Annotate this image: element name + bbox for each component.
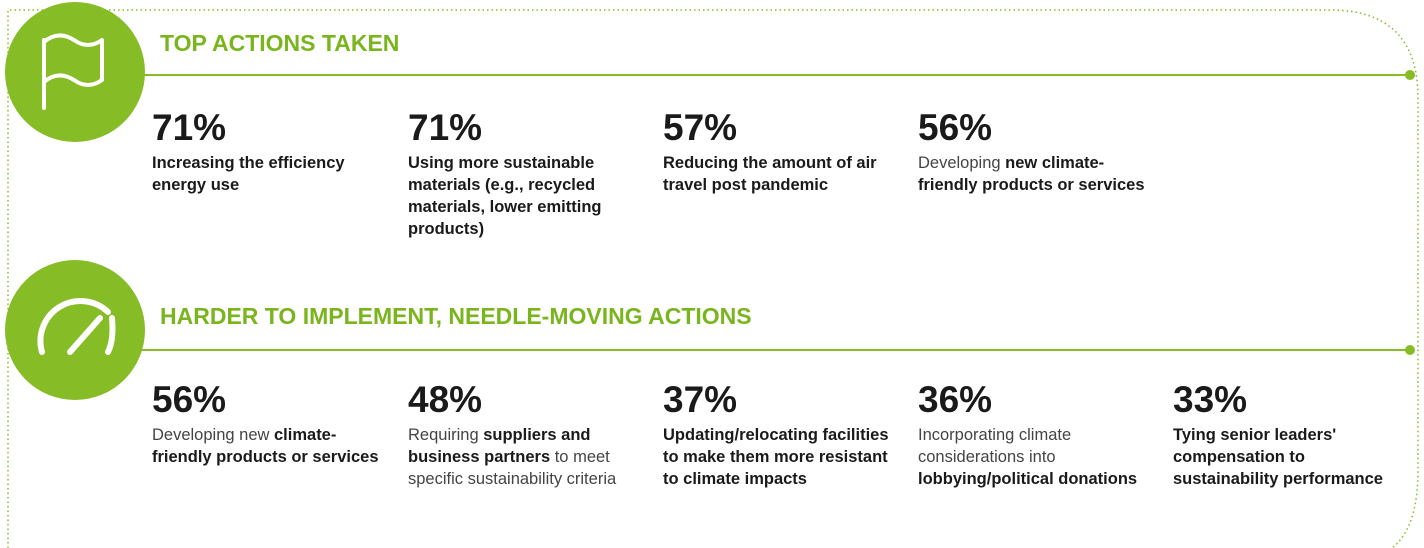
gauge-icon-circle [5, 260, 145, 400]
stat-description: Developing new climate-friendly products… [918, 152, 1154, 196]
description-part: Increasing the efficiency energy use [152, 154, 345, 194]
stat-item: 56% Developing new climate-friendly produ… [918, 108, 1154, 196]
stat-description: Tying senior leaders' compensation to su… [1173, 424, 1409, 490]
stat-value: 56% [152, 379, 227, 420]
section-title: TOP ACTIONS TAKEN [160, 30, 400, 56]
flag-icon [42, 33, 104, 110]
description-part: suppliers and business partners [408, 426, 591, 466]
stat-value: 48% [408, 379, 483, 420]
gauge-icon [37, 298, 116, 355]
description-part: to meet specific sustainability criteria [408, 448, 617, 488]
stat-item: 48% Requiring suppliers and business part… [408, 380, 644, 490]
stat-value: 57% [663, 107, 738, 148]
stat-item: 33% Tying senior leaders' compensation to… [1173, 380, 1409, 490]
description-part: Incorporating climate considerations int… [918, 426, 1072, 466]
description-part: Reducing the amount of air travel post p… [663, 154, 877, 194]
description-part: climate-friendly products or services [152, 426, 379, 466]
stat-item: 71% Using more sustainable materials (e.g… [408, 108, 644, 240]
description-part: Developing new [152, 426, 274, 444]
stat-description: Reducing the amount of air travel post p… [663, 152, 899, 196]
stat-description: Developing new climate-friendly products… [152, 424, 388, 468]
description-part: Tying senior leaders' compensation to su… [1173, 426, 1383, 488]
stat-value: 37% [663, 379, 738, 420]
divider-dot [1405, 345, 1415, 355]
stat-item: 57% Reducing the amount of air travel pos… [663, 108, 899, 196]
description-part: Updating/relocating facilities to make t… [663, 426, 889, 488]
stat-description: Increasing the efficiency energy use [152, 152, 388, 196]
section-title: HARDER TO IMPLEMENT, NEEDLE-MOVING ACTIO… [160, 303, 752, 329]
stat-value: 33% [1173, 379, 1248, 420]
stat-value: 71% [152, 107, 227, 148]
description-part: Requiring [408, 426, 484, 444]
stat-value: 71% [408, 107, 483, 148]
description-part: new climate-friendly products or service… [918, 154, 1145, 194]
stat-description: Using more sustainable materials (e.g., … [408, 152, 644, 240]
stat-description: Incorporating climate considerations int… [918, 424, 1154, 490]
stat-item: 56% Developing new climate-friendly produ… [152, 380, 388, 468]
stat-value: 56% [918, 107, 993, 148]
stat-description: Requiring suppliers and business partner… [408, 424, 644, 490]
stat-item: 71% Increasing the efficiency energy use [152, 108, 388, 196]
flag-icon-circle [5, 2, 145, 142]
dotted-frame [7, 9, 1419, 548]
stat-value: 36% [918, 379, 993, 420]
description-part: Using more sustainable materials (e.g., … [408, 154, 602, 238]
stat-description: Updating/relocating facilities to make t… [663, 424, 899, 490]
description-part: Developing [918, 154, 1006, 172]
description-part: lobbying/political donations [918, 470, 1138, 488]
stat-item: 37% Updating/relocating facilities to mak… [663, 380, 899, 490]
stat-item: 36% Incorporating climate considerations … [918, 380, 1154, 490]
divider-dot [1405, 70, 1415, 80]
